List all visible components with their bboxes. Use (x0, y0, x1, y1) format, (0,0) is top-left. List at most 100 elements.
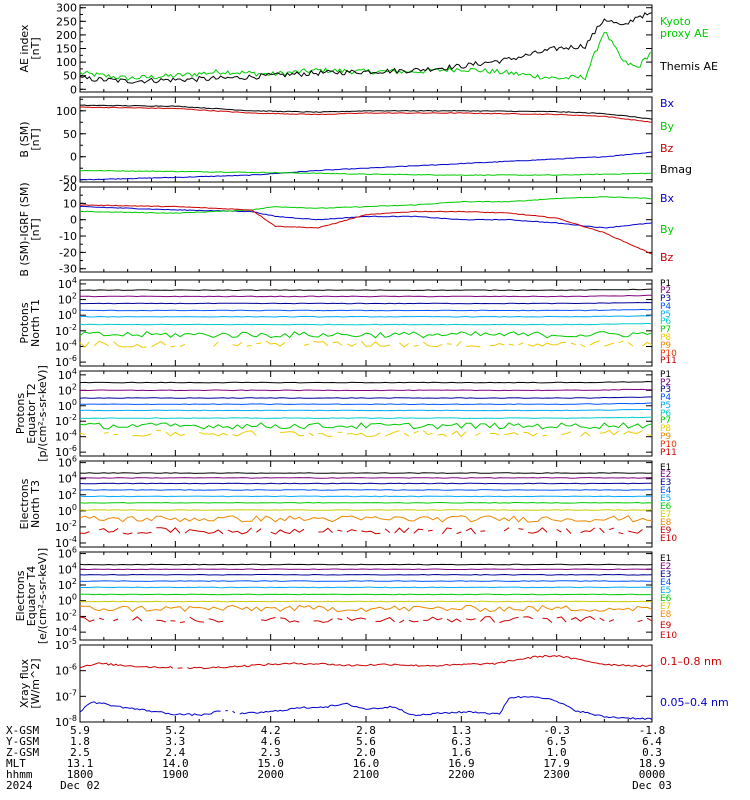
y-tick-label: 10-2 (55, 323, 77, 338)
legend-label: E3 (660, 570, 671, 580)
series-line (79, 196, 652, 214)
legend-label: P8 (660, 333, 671, 343)
legend-label: E8 (660, 610, 672, 620)
y-tick-label: 50 (63, 128, 77, 141)
y-tick-label: 0 (70, 151, 77, 164)
series-line (79, 429, 653, 438)
series-line (79, 515, 653, 523)
legend-label: P5 (660, 310, 671, 320)
legend-label: P8 (660, 424, 671, 434)
series-line (79, 495, 653, 498)
legend-label: E3 (660, 478, 671, 488)
legend-label: E6 (660, 502, 672, 512)
series-line (79, 340, 653, 348)
legend-label: Kyoto proxy AE (660, 15, 709, 40)
legend-label: Bmag (660, 163, 692, 176)
panel-frame (79, 370, 653, 457)
y-axis-title: Protons (14, 393, 27, 434)
series-line (79, 615, 653, 624)
series-line (79, 416, 653, 419)
y-tick-label: 10-5 (55, 637, 77, 652)
series-line (80, 402, 653, 406)
y-tick-label: 10-4 (55, 338, 77, 353)
y-tick-label: 102 (58, 292, 77, 307)
legend-label: P6 (660, 409, 671, 419)
series-line (79, 151, 653, 181)
series-line (79, 501, 653, 504)
legend-label: Bz (660, 142, 674, 155)
legend-label: P5 (660, 401, 671, 411)
y-tick-label: 300 (56, 2, 77, 15)
series-line (79, 489, 653, 491)
series-line (79, 477, 653, 479)
series-line (79, 573, 653, 576)
y-tick-label: -10 (59, 230, 77, 243)
legend-label: P10 (660, 440, 677, 450)
panel-frame (79, 551, 653, 641)
legend-label: E5 (660, 494, 671, 504)
y-tick-label: 10-7 (55, 688, 77, 703)
y-tick-label: -20 (59, 246, 77, 259)
y-tick-label: 102 (58, 487, 77, 502)
y-tick-label: -30 (59, 263, 77, 276)
y-tick-label: 10-6 (55, 354, 77, 369)
series-line (79, 593, 652, 596)
legend-label: E7 (660, 602, 671, 612)
y-tick-label: 150 (56, 43, 77, 56)
series-line (80, 294, 653, 298)
series-line (79, 654, 652, 670)
y-tick-label: 10-4 (55, 624, 77, 639)
legend-label: P4 (660, 393, 671, 403)
legend-label: P4 (660, 302, 671, 312)
series-line (79, 31, 653, 82)
y-axis-title: North T1 (29, 299, 42, 347)
y-tick-label: 104 (58, 276, 77, 291)
y-tick-label: 50 (63, 70, 77, 83)
series-line (79, 288, 653, 292)
panel-frame (79, 460, 653, 548)
legend-label: E6 (660, 594, 672, 604)
series-line (79, 11, 653, 84)
legend-label: P3 (660, 385, 671, 395)
y-axis-title: Equator T2 (25, 383, 38, 443)
y-tick-label: 100 (56, 56, 77, 69)
series-line (79, 422, 653, 430)
legend-label: E9 (660, 621, 672, 631)
series-line (80, 586, 653, 589)
legend-label: E2 (660, 470, 671, 480)
y-tick-label: 102 (58, 382, 77, 397)
y-tick-label: 10-2 (55, 413, 77, 428)
legend-label: P9 (660, 432, 671, 442)
series-line (80, 301, 653, 305)
legend-label: 0.05–0.4 nm (660, 696, 729, 709)
legend-label: By (660, 223, 675, 236)
legend-label: P1 (660, 370, 671, 380)
legend-label: E9 (660, 526, 672, 536)
legend-label: Bx (660, 97, 675, 110)
y-tick-label: 106 (58, 455, 77, 470)
y-axis-title: B (SM)-IGRF (SM) (18, 182, 31, 276)
series-line (80, 308, 653, 312)
y-tick-label: 200 (56, 29, 77, 42)
series-line (79, 695, 653, 720)
y-tick-label: 106 (58, 546, 77, 561)
y-tick-label: 20 (63, 181, 77, 194)
y-tick-label: -50 (59, 174, 77, 187)
y-axis-title: [nT] (29, 128, 42, 150)
y-tick-label: 10-6 (55, 663, 77, 678)
legend-label: E4 (660, 578, 672, 588)
y-tick-label: 100 (58, 593, 77, 608)
legend-label: P2 (660, 286, 671, 296)
series-line (79, 330, 653, 339)
legend-label: P1 (660, 279, 671, 289)
y-axis-title: AE index (18, 24, 31, 73)
series-line (79, 104, 653, 120)
series-line (79, 563, 653, 566)
y-axis-title: Equator T4 (25, 566, 38, 626)
y-axis-title: B (SM) (18, 121, 31, 157)
y-axis-title: [W/m^2] (29, 658, 42, 708)
y-tick-label: 10-8 (55, 714, 77, 729)
y-tick-label: 100 (58, 398, 77, 413)
